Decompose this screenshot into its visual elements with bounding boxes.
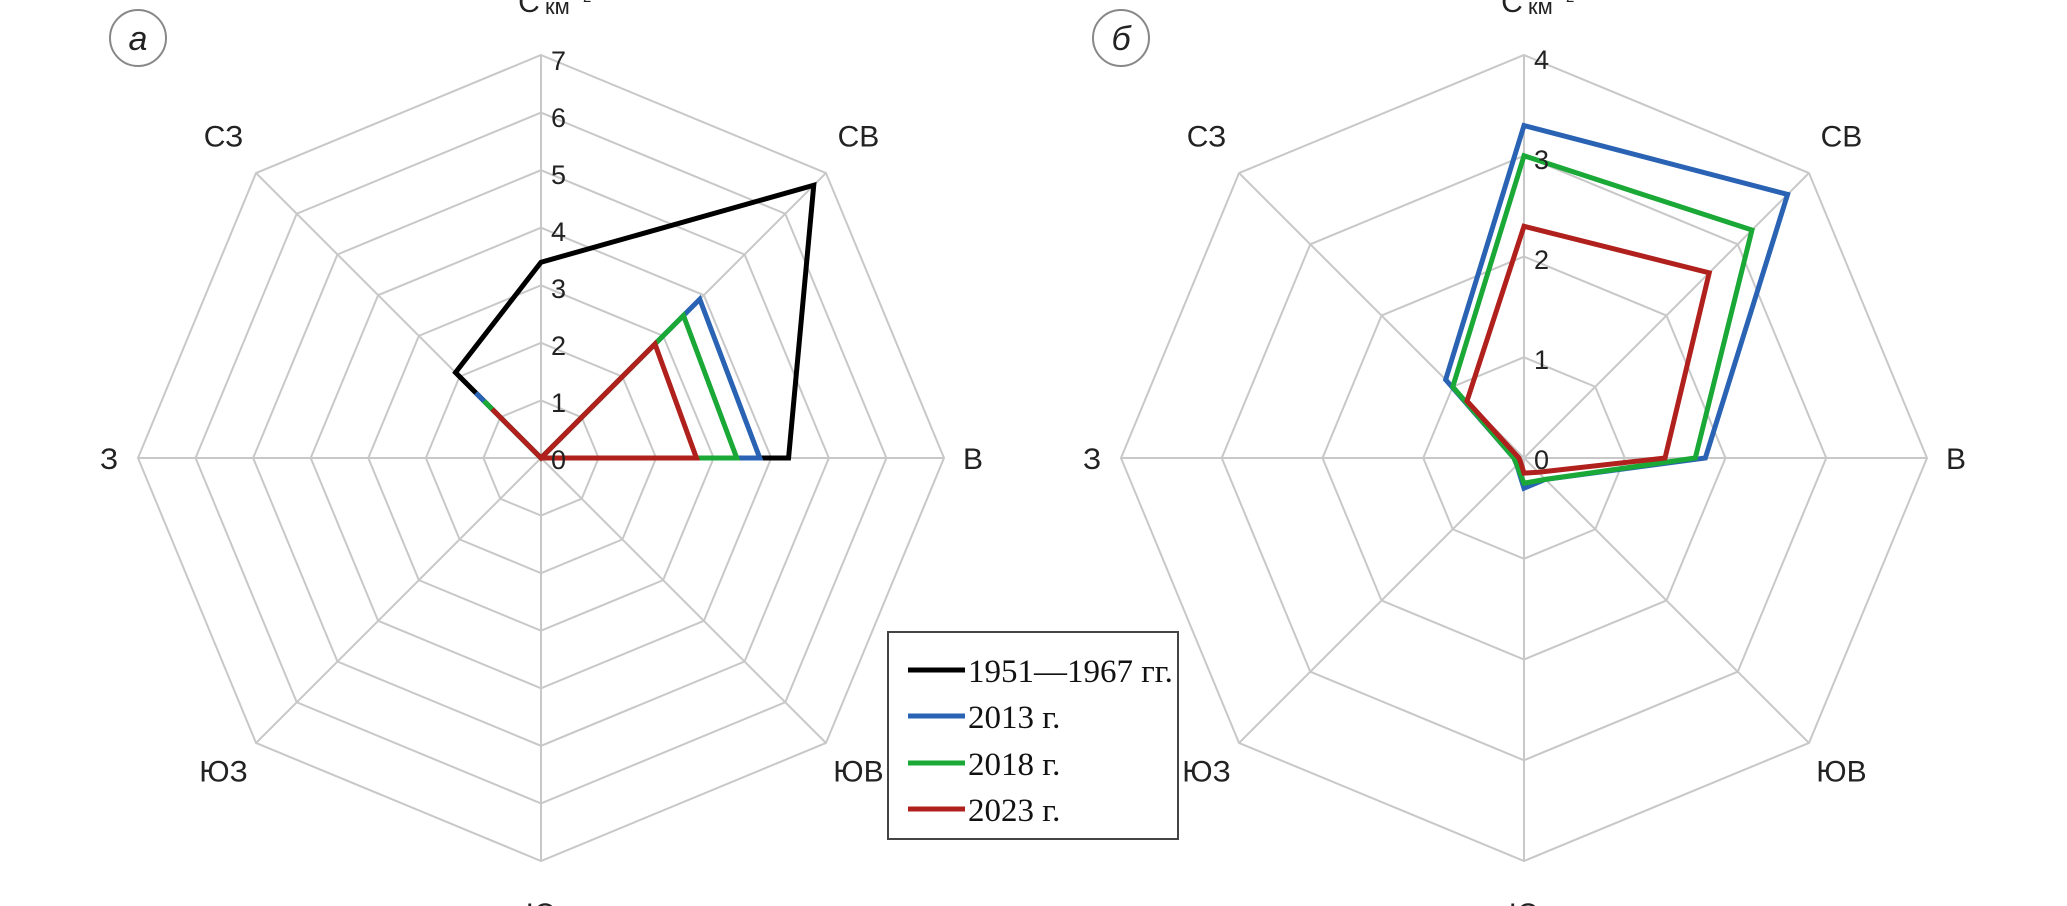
tick-label-a-4: 4 (551, 217, 566, 247)
unit-label-a: км (545, 0, 570, 19)
radar-chart-b: 0 1 2 3 4 С СВ В ЮВ Ю ЮЗ З СЗ км 2 б (1083, 0, 1966, 906)
direction-label-b-7: СЗ (1187, 121, 1226, 154)
tick-label-a-5: 5 (551, 160, 566, 190)
legend-item-1951-1967: 1951—1967 гг. (908, 654, 1173, 690)
direction-label-a-3: ЮВ (833, 755, 883, 788)
panel-badge-b (1092, 9, 1150, 67)
legend-label-2013: 2013 г. (968, 700, 1060, 736)
direction-label-b-0: С (1501, 0, 1523, 19)
spoke-a-5 (255, 457, 542, 744)
legend-label-2018: 2018 г. (968, 747, 1060, 783)
direction-label-b-3: ЮВ (1816, 755, 1866, 788)
legend-label-1951-1967: 1951—1967 гг. (968, 654, 1173, 690)
legend-label-2023: 2023 г. (968, 793, 1060, 829)
tick-label-a-7: 7 (551, 46, 566, 76)
legend-frame (887, 631, 1179, 840)
tick-label-a-0: 0 (551, 445, 566, 475)
direction-label-a-1: СВ (838, 121, 880, 154)
tick-label-b-2: 2 (1534, 245, 1549, 275)
tick-label-b-3: 3 (1534, 145, 1549, 175)
panel-letter-b: б (1111, 20, 1132, 58)
series-a-2023-г (490, 339, 701, 462)
legend-item-2018: 2018 г. (908, 747, 1060, 783)
tick-label-a-3: 3 (551, 274, 566, 304)
panel-letter-a: а (129, 20, 148, 58)
direction-label-b-1: СВ (1821, 121, 1863, 154)
unit-power-a: 2 (583, 0, 591, 6)
direction-label-b-2: В (1946, 443, 1966, 476)
direction-label-b-5: ЮЗ (1182, 755, 1230, 788)
direction-label-a-7: СЗ (204, 121, 243, 154)
unit-power-b: 2 (1566, 0, 1574, 6)
tick-label-b-0: 0 (1534, 445, 1549, 475)
spoke-b-5 (1238, 457, 1525, 744)
tick-label-a-1: 1 (551, 388, 566, 418)
unit-label-b: км (1528, 0, 1553, 19)
spoke-b-3 (1523, 457, 1810, 744)
direction-label-a-0: С (518, 0, 540, 19)
direction-label-a-5: ЮЗ (199, 755, 247, 788)
tick-label-b-1: 1 (1534, 345, 1549, 375)
legend-item-2013: 2013 г. (908, 700, 1060, 736)
radar-chart-a: 0 1 2 3 4 5 6 7 С СВ В ЮВ Ю ЮЗ З СЗ км 2 а (100, 0, 983, 906)
direction-label-a-6: З (100, 443, 118, 476)
tick-label-a-2: 2 (551, 331, 566, 361)
spoke-a-3 (540, 457, 827, 744)
legend: 1951—1967 гг. 2013 г. 2018 г. 2023 г. (887, 631, 1179, 840)
tick-label-b-4: 4 (1534, 45, 1549, 75)
panel-badge-a (109, 9, 167, 67)
spoke-b-1 (1523, 172, 1810, 459)
direction-label-a-2: В (963, 443, 983, 476)
direction-label-a-4: Ю (526, 898, 556, 906)
series-a-1951-1967-гг (452, 181, 817, 461)
legend-item-2023: 2023 г. (908, 793, 1060, 829)
tick-label-a-6: 6 (551, 103, 566, 133)
direction-label-b-4: Ю (1509, 898, 1539, 906)
series-b-2023-г (1464, 223, 1713, 476)
direction-label-b-6: З (1083, 443, 1101, 476)
